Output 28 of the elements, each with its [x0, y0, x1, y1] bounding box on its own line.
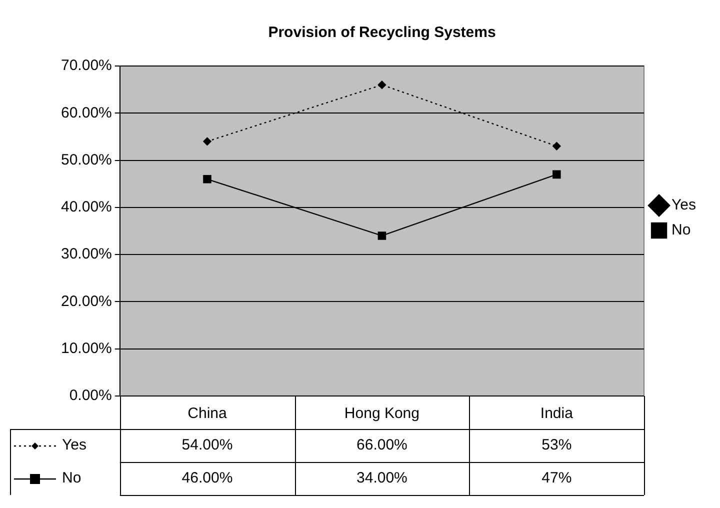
point: [203, 175, 212, 184]
y-tick-label: 0.00%: [69, 387, 112, 404]
y-tick-label: 50.00%: [61, 151, 112, 168]
data-label: 34.00%: [356, 470, 408, 487]
data-label: 53%: [542, 436, 572, 454]
data-label: 66.00%: [356, 436, 408, 454]
point: [552, 142, 561, 150]
text: No: [62, 470, 82, 487]
y-tick-label: 20.00%: [61, 292, 112, 310]
point: [552, 170, 561, 179]
data-label: 47%: [542, 470, 572, 487]
x-tick-label: China: [188, 405, 228, 422]
x-tick-label: India: [540, 405, 574, 422]
point: [378, 232, 386, 240]
text: Yes: [62, 436, 86, 454]
x-tick-label: Hong Kong: [344, 405, 420, 422]
legend-label: Yes: [672, 196, 696, 214]
legend-label: No: [672, 222, 691, 239]
point: [378, 80, 386, 89]
y-tick-label: 30.00%: [61, 246, 112, 263]
y-tick-label: 10.00%: [61, 340, 112, 357]
point: [203, 137, 212, 146]
chart-title: Provision of Recycling Systems: [268, 24, 496, 42]
y-tick-label: 70.00%: [61, 57, 112, 74]
data-label: 54.00%: [182, 436, 233, 454]
y-tick-label: 60.00%: [61, 104, 112, 122]
y-tick-label: 40.00%: [61, 198, 112, 216]
data-label: 46.00%: [182, 470, 233, 487]
